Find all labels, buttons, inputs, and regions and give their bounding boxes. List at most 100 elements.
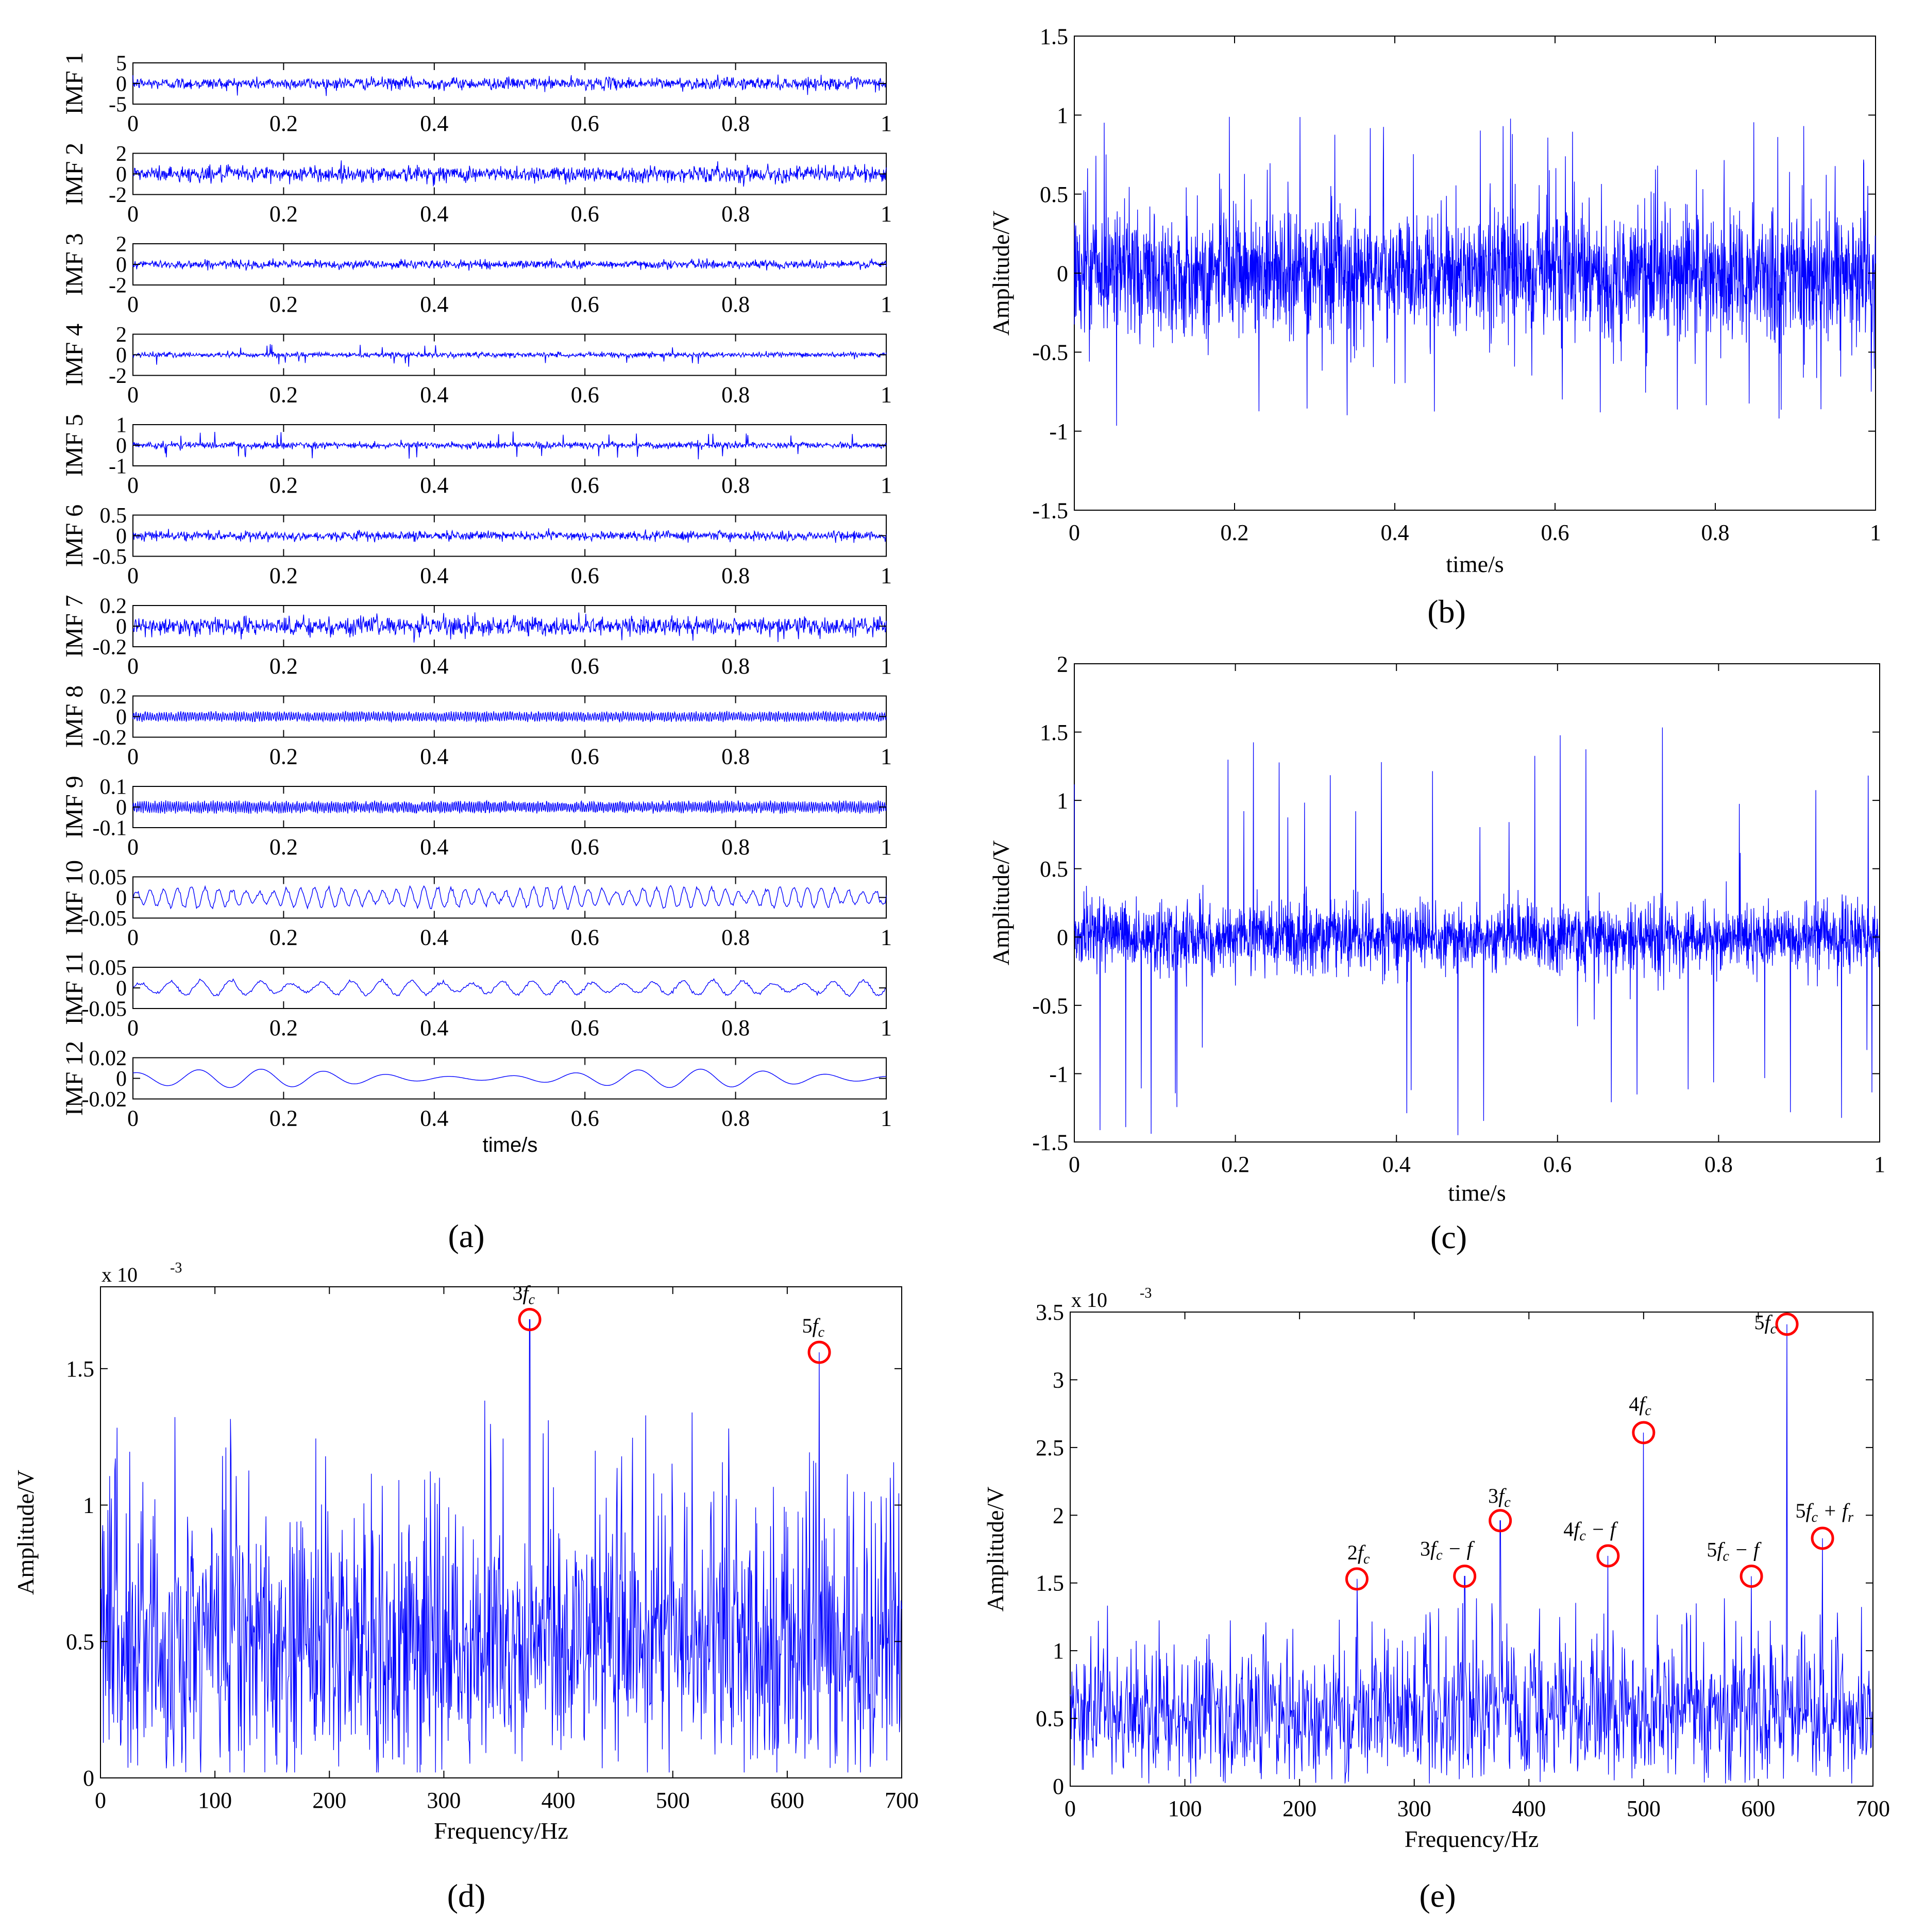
panel-c-signal-line <box>1074 727 1880 1135</box>
imf-xtick-label: 0.6 <box>571 292 599 317</box>
imf-ytick-label: 2 <box>116 142 127 166</box>
panel-d-exponent-power: -3 <box>170 1260 182 1276</box>
imf-xtick-label: 0 <box>127 834 139 860</box>
imf-xtick-label: 1 <box>881 563 892 589</box>
imf-ylabel: IMF 4 <box>61 324 88 386</box>
panel-d-peak-label: 3fc <box>512 1282 535 1308</box>
panel-b-label: (b) <box>1427 593 1466 630</box>
imf-xtick-label: 0.8 <box>721 1106 750 1131</box>
imf-xtick-label: 0.6 <box>571 201 599 227</box>
imf-ytick-label: -0.05 <box>82 907 127 931</box>
panel-e-xtick-label: 200 <box>1282 1796 1316 1821</box>
imf-xtick-label: 0.8 <box>721 925 750 950</box>
imf-signal-line <box>132 799 887 814</box>
imf-xtick-label: 1 <box>881 473 892 498</box>
panel-e-label: (e) <box>1419 1877 1456 1914</box>
panel-e-ytick-label: 3.5 <box>1036 1300 1064 1325</box>
imf-ytick-label: 0.2 <box>100 595 127 618</box>
imf-signal-line <box>132 258 887 271</box>
panel-e-xtick-label: 500 <box>1627 1796 1661 1821</box>
imf-ytick-label: 0 <box>116 705 127 729</box>
panel-b-ytick-label: -0.5 <box>1032 340 1068 365</box>
panel-e-peak-label: 2fc <box>1347 1541 1370 1567</box>
imf-ytick-label: 0.02 <box>89 1047 127 1070</box>
imf-xtick-label: 1 <box>881 111 892 136</box>
imf-xtick-label: 0 <box>127 744 139 769</box>
panel-c-xtick-label: 0.6 <box>1543 1152 1572 1177</box>
panel-d-xtick-label: 500 <box>656 1788 690 1813</box>
imf-ytick-label: -0.2 <box>93 726 127 750</box>
imf-ytick-label: 0 <box>116 254 127 277</box>
imf-signal-line <box>132 1068 887 1088</box>
panel-e-peak-marker <box>1811 1526 1834 1550</box>
panel-b-ytick-label: 1.5 <box>1040 24 1068 49</box>
panel-e-peak-marker <box>1740 1565 1763 1588</box>
imf-ytick-label: 0 <box>116 1067 127 1091</box>
imf-ylabel: IMF 5 <box>61 414 88 476</box>
imf-ytick-label: -0.1 <box>93 817 127 841</box>
imf-xtick-label: 0.4 <box>420 925 448 950</box>
imf-ytick-label: -2 <box>109 183 127 207</box>
imf-ytick-label: 0.2 <box>100 685 127 709</box>
panel-e-exponent-power: -3 <box>1140 1285 1152 1301</box>
panel-e-ytick-label: 1 <box>1053 1638 1064 1664</box>
imf-xtick-label: 0.2 <box>269 111 298 136</box>
panel-e-spectrum-line <box>1070 1324 1873 1784</box>
imf-ytick-label: 0 <box>116 73 127 96</box>
panel-d-ytick-label: 0 <box>83 1766 94 1791</box>
imf-xtick-label: 0 <box>127 292 139 317</box>
imf-xtick-label: 0.6 <box>571 744 599 769</box>
imf-xtick-label: 0.8 <box>721 292 750 317</box>
panel-c-ytick-label: -1 <box>1049 1062 1068 1087</box>
panel-d-xtick-label: 200 <box>312 1788 346 1813</box>
imf-xtick-label: 0.6 <box>571 925 599 950</box>
imf-xtick-label: 0.4 <box>420 744 448 769</box>
imf-ytick-label: 0.05 <box>89 956 127 980</box>
imf-ytick-label: 0 <box>116 615 127 639</box>
panel-e-ytick-label: 0.5 <box>1036 1706 1064 1732</box>
imf-signal-line <box>132 74 887 96</box>
panel-d-peak-marker <box>807 1340 831 1364</box>
panel-e-xtick-label: 400 <box>1512 1796 1546 1821</box>
imf-xtick-label: 0 <box>127 382 139 408</box>
imf-ylabel: IMF 10 <box>61 860 88 935</box>
panel-d-xlabel: Frequency/Hz <box>434 1818 568 1844</box>
imf-xtick-label: 1 <box>881 292 892 317</box>
panel-e-peak-label: 5fc + fr <box>1795 1499 1853 1525</box>
panel-e-xtick-label: 300 <box>1397 1796 1431 1821</box>
imf-ytick-label: 0.5 <box>100 504 127 528</box>
panel-c-ytick-label: -0.5 <box>1032 993 1068 1018</box>
panel-c-xtick-label: 0.4 <box>1382 1152 1411 1177</box>
imf-xtick-label: 0.2 <box>269 1106 298 1131</box>
imf-xtick-label: 0 <box>127 473 139 498</box>
imf-ylabel: IMF 6 <box>61 505 88 567</box>
panel-c-ytick-label: 1.5 <box>1040 720 1068 745</box>
imf-ylabel: IMF 11 <box>61 951 88 1025</box>
panel-e-ytick-label: 3 <box>1053 1367 1064 1392</box>
panel-b-xtick-label: 0.4 <box>1381 520 1409 545</box>
imf-xtick-label: 0.6 <box>571 834 599 860</box>
imf-xtick-label: 0.8 <box>721 563 750 589</box>
imf-xtick-label: 0 <box>127 1015 139 1040</box>
panel-e-ytick-label: 1.5 <box>1036 1571 1064 1596</box>
panel-c-ytick-label: 0.5 <box>1040 856 1068 882</box>
panel-e-peak-marker <box>1453 1565 1477 1588</box>
imf-signal-line <box>132 431 887 460</box>
imf-ytick-label: -2 <box>109 274 127 298</box>
imf-ytick-label: 0 <box>116 434 127 458</box>
panel-d-xtick-label: 600 <box>770 1788 804 1813</box>
panel-c-xlabel: time/s <box>1448 1180 1506 1206</box>
panel-b-xtick-label: 0.6 <box>1541 520 1569 545</box>
imf-ytick-label: -0.2 <box>93 636 127 660</box>
imf-xtick-label: 0.6 <box>571 111 599 136</box>
panel-d-xtick-label: 700 <box>885 1788 919 1813</box>
panel-c-xtick-label: 0 <box>1069 1152 1080 1177</box>
panel-b-signal-line <box>1074 116 1876 426</box>
imf-xtick-label: 0 <box>127 563 139 589</box>
imf-xtick-label: 0.8 <box>721 653 750 679</box>
imf-ylabel: IMF 2 <box>61 143 88 205</box>
panel-c-xtick-label: 0.2 <box>1221 1152 1250 1177</box>
imf-ytick-label: 1 <box>116 414 127 438</box>
panel-b-xlabel: time/s <box>1446 551 1504 577</box>
